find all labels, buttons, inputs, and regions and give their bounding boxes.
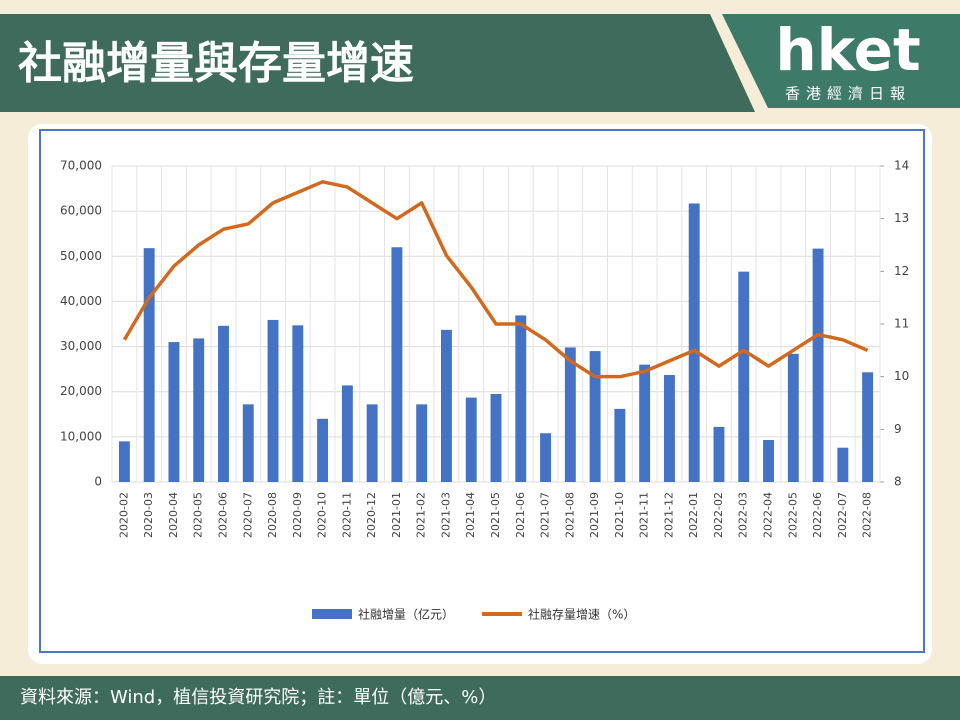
chart-frame bbox=[39, 129, 925, 653]
y-tick-label: 40,000 bbox=[60, 294, 102, 308]
y2-tick-label: 13 bbox=[894, 211, 909, 225]
x-tick-label: 2021-05 bbox=[489, 492, 502, 538]
bar bbox=[837, 447, 849, 482]
x-tick-label: 2020-04 bbox=[167, 492, 180, 538]
bar bbox=[366, 404, 378, 482]
bar bbox=[168, 342, 180, 482]
x-tick-label: 2020-09 bbox=[291, 492, 304, 538]
y-tick-label: 60,000 bbox=[60, 204, 102, 218]
x-tick-label: 2021-08 bbox=[563, 492, 576, 538]
line bbox=[122, 180, 869, 379]
bar bbox=[341, 385, 353, 482]
bar bbox=[465, 397, 477, 482]
bar bbox=[490, 393, 502, 482]
bar bbox=[862, 372, 874, 482]
x-tick-label: 2020-05 bbox=[192, 492, 205, 538]
y2-tick-label: 14 bbox=[894, 159, 909, 173]
x-tick-label: 2020-12 bbox=[365, 492, 378, 538]
bar bbox=[564, 347, 576, 482]
legend-label: 社融存量增速（%） bbox=[528, 607, 635, 622]
bar bbox=[416, 404, 428, 482]
y2-tick-label: 12 bbox=[894, 264, 909, 278]
x-tick-label: 2022-07 bbox=[836, 492, 849, 538]
plot: 0 10,000 20,000 30,000 40,000 50,000 60,000 70,… bbox=[60, 159, 909, 622]
y-tick-label: 20,000 bbox=[60, 384, 102, 398]
x-tick-label: 2021-12 bbox=[662, 492, 675, 538]
x-tick-label: 2020-08 bbox=[266, 492, 279, 538]
bar bbox=[441, 329, 452, 482]
y-tick-label: 10,000 bbox=[60, 429, 102, 443]
bar bbox=[118, 441, 130, 482]
x-tick-label: 2021-10 bbox=[613, 492, 626, 538]
x-tick-label: 2022-04 bbox=[762, 492, 775, 538]
x-tick-label: 2021-07 bbox=[539, 492, 552, 538]
logo: hket bbox=[775, 16, 920, 84]
x-tick-label: 2020-03 bbox=[142, 492, 155, 538]
logo-subtitle: 香港經濟日報 bbox=[785, 85, 911, 103]
bar bbox=[763, 440, 774, 482]
bar bbox=[589, 351, 601, 482]
x-tick-label: 2022-08 bbox=[861, 492, 874, 538]
bar bbox=[713, 426, 725, 482]
footer-band bbox=[0, 676, 960, 720]
x-tick-label: 2021-03 bbox=[439, 492, 452, 538]
bar bbox=[317, 418, 329, 482]
x-tick-label: 2020-10 bbox=[316, 492, 329, 538]
bar bbox=[738, 271, 750, 482]
bar bbox=[242, 404, 254, 482]
bar bbox=[391, 247, 403, 482]
x-tick-label: 2021-01 bbox=[390, 492, 403, 538]
x-tick-label: 2021-11 bbox=[638, 492, 651, 538]
y2-tick-label: 11 bbox=[894, 317, 909, 331]
x-tick-label: 2022-03 bbox=[737, 492, 750, 538]
x-tick-label: 2020-02 bbox=[117, 492, 130, 538]
bar bbox=[267, 319, 279, 482]
bar bbox=[218, 325, 229, 482]
y2-tick-label: 9 bbox=[894, 422, 902, 436]
page-title: 社融增量與存量增速 bbox=[18, 38, 414, 89]
x-tick-label: 2020-11 bbox=[340, 492, 353, 538]
x-tick-label: 2021-04 bbox=[464, 492, 477, 538]
bar bbox=[193, 338, 205, 482]
source-note: 資料來源：Wind，植信投資研究院；註：單位（億元、%） bbox=[20, 687, 496, 708]
bar bbox=[292, 325, 304, 482]
y2-tick-label: 10 bbox=[894, 369, 909, 383]
bar bbox=[143, 248, 155, 482]
y2-tick-label: 8 bbox=[894, 475, 902, 489]
x-tick-label: 2022-01 bbox=[687, 492, 700, 538]
x-tick-label: 2021-02 bbox=[415, 492, 428, 538]
bar bbox=[639, 364, 651, 482]
bar bbox=[663, 375, 675, 482]
bar bbox=[812, 248, 824, 482]
legend-label: 社融增量（亿元） bbox=[358, 607, 454, 622]
bar bbox=[688, 203, 700, 482]
x-tick-label: 2022-06 bbox=[811, 492, 824, 538]
x-tick-label: 2021-06 bbox=[514, 492, 527, 538]
x-tick-label: 2020-07 bbox=[241, 492, 254, 538]
bar bbox=[787, 353, 799, 482]
bar bbox=[515, 315, 527, 482]
y-tick-label: 0 bbox=[94, 475, 102, 489]
x-tick-label: 2021-09 bbox=[588, 492, 601, 538]
legend-swatch bbox=[312, 609, 352, 619]
x-tick-label: 2022-05 bbox=[786, 492, 799, 538]
y-tick-label: 70,000 bbox=[60, 159, 102, 173]
bar bbox=[540, 433, 551, 482]
x-tick-label: 2020-06 bbox=[216, 492, 229, 538]
bar bbox=[614, 408, 626, 482]
y-tick-label: 30,000 bbox=[60, 339, 102, 353]
x-tick-label: 2022-02 bbox=[712, 492, 725, 538]
y-tick-label: 50,000 bbox=[60, 249, 102, 263]
logo-panel bbox=[722, 14, 960, 108]
